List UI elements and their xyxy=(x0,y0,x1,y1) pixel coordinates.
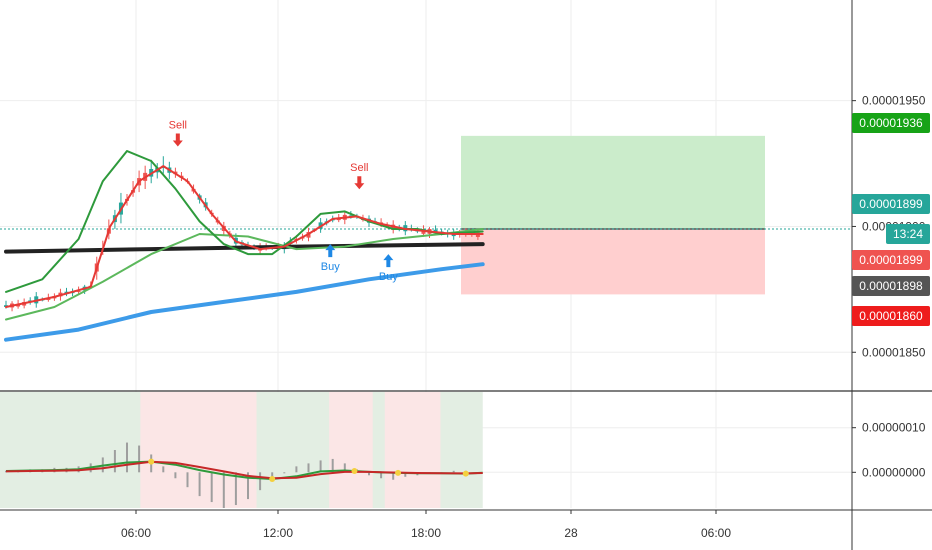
x-tick-label: 18:00 xyxy=(411,526,441,540)
histogram-bar xyxy=(222,472,225,508)
oscillator xyxy=(5,442,483,508)
osc-zone-2 xyxy=(256,392,336,508)
cross-dot xyxy=(148,458,155,465)
histogram-bar xyxy=(174,472,177,479)
ma-line-2 xyxy=(5,228,484,321)
cross-dot xyxy=(462,470,469,477)
histogram-bar xyxy=(210,472,213,503)
histogram-bar xyxy=(368,472,370,476)
histogram-bar xyxy=(283,472,286,474)
ma-line-4 xyxy=(5,165,484,308)
osc-zone-0 xyxy=(0,392,147,508)
indicator-background xyxy=(0,392,483,508)
ma-line-3 xyxy=(5,150,484,293)
candles xyxy=(4,156,480,312)
ma-line-1 xyxy=(4,262,485,342)
signal-label: Sell xyxy=(350,162,368,174)
histogram-bar xyxy=(404,472,407,477)
histogram-bar xyxy=(162,466,165,473)
cross-dot xyxy=(351,468,358,475)
signal-label: Sell xyxy=(169,119,187,131)
osc-zone-1 xyxy=(140,392,263,508)
price-tag-0: 0.00001936 xyxy=(852,113,930,133)
osc-zone-3 xyxy=(329,392,379,508)
x-tick-label: 28 xyxy=(564,526,578,540)
histogram-bar xyxy=(186,472,189,488)
price-tag-5: 0.00001860 xyxy=(852,306,930,326)
histogram-bar xyxy=(113,450,116,473)
sell-arrow-icon xyxy=(354,176,365,190)
histogram-bar xyxy=(138,445,141,473)
histogram-bar xyxy=(247,472,249,500)
osc-line-1 xyxy=(5,460,483,480)
x-tick-label: 06:00 xyxy=(121,526,151,540)
histogram-bar xyxy=(126,442,128,473)
signal-label: Buy xyxy=(379,271,398,283)
cross-dot xyxy=(395,469,402,476)
cross-dot xyxy=(269,476,276,482)
histogram-bar xyxy=(295,466,298,473)
histogram-bar xyxy=(5,470,7,473)
y-tick-label: 0.00001850 xyxy=(862,345,926,359)
buy-arrow-icon xyxy=(325,244,336,258)
osc-y-tick-label: 0.00000000 xyxy=(862,465,926,479)
osc-zone-7 xyxy=(454,392,483,508)
buy-arrow-icon xyxy=(383,254,394,268)
moving-averages xyxy=(4,150,485,342)
histogram-bar xyxy=(331,458,334,473)
x-tick-label: 12:00 xyxy=(263,526,293,540)
position-box[interactable] xyxy=(0,135,852,295)
price-tag-3: 0.00001899 xyxy=(852,250,930,270)
price-tag-2: 13:24 xyxy=(886,224,930,244)
candle-body xyxy=(76,290,81,292)
signal-sell-0: Sell xyxy=(169,119,187,147)
profit-zone[interactable] xyxy=(461,135,765,229)
y-tick-label: 0.00001950 xyxy=(862,94,926,108)
histogram-bar xyxy=(452,470,455,473)
signal-label: Buy xyxy=(321,261,340,273)
osc-zone-5 xyxy=(384,392,447,508)
histogram-bar xyxy=(319,460,322,473)
ma-line-0 xyxy=(4,242,485,254)
price-tag-4: 0.00001898 xyxy=(852,276,930,296)
histogram-bar xyxy=(198,472,201,497)
signals: Sell Sell Buy Buy xyxy=(169,119,399,283)
signal-sell-1: Sell xyxy=(350,162,368,190)
loss-zone[interactable] xyxy=(461,228,765,295)
histogram-bar xyxy=(234,472,237,506)
signal-buy-2: Buy xyxy=(321,244,340,273)
histogram-bar xyxy=(259,472,262,491)
histogram-bar xyxy=(380,472,383,479)
sell-arrow-icon xyxy=(172,133,183,147)
histogram-bar xyxy=(307,463,310,473)
histogram-bar xyxy=(392,472,395,480)
x-tick-label: 06:00 xyxy=(701,526,731,540)
histogram-bar xyxy=(343,463,346,473)
signal-buy-3: Buy xyxy=(379,254,398,283)
osc-y-tick-label: 0.00000010 xyxy=(862,421,926,435)
price-tag-1: 0.00001899 xyxy=(852,194,930,214)
